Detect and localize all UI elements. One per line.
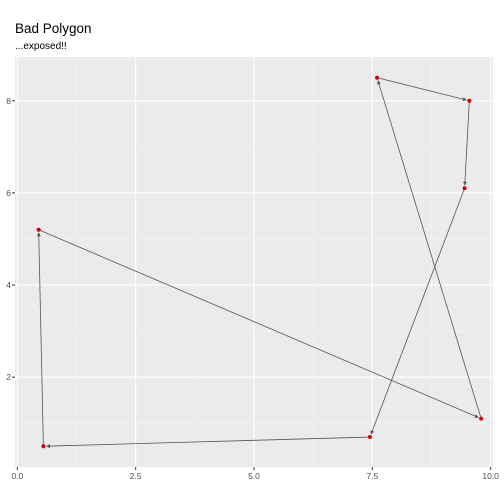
polygon-point	[375, 75, 380, 80]
grid-major	[15, 57, 493, 467]
polygon-point	[467, 98, 472, 103]
x-tick-label: 0.0	[11, 471, 23, 481]
chart-title: Bad Polygon	[15, 21, 92, 36]
y-tick-label: 2	[6, 372, 11, 382]
x-tick-label: 2.5	[130, 471, 142, 481]
polygon-segment	[45, 436, 370, 449]
polygon-point	[462, 186, 467, 191]
chart-subtitle: ...exposed!!	[15, 41, 67, 52]
polygon-point	[36, 227, 41, 232]
polygon-segments	[36, 77, 482, 449]
x-tick-label: 10.0	[482, 471, 499, 481]
polygon-points	[36, 75, 484, 449]
y-axis: 2 4 6 8	[6, 96, 15, 382]
x-axis: 0.0 2.5 5.0 7.5 10.0	[11, 467, 499, 481]
polygon-segment	[370, 188, 465, 435]
polygon-point	[367, 435, 372, 440]
x-tick-label: 7.5	[366, 471, 378, 481]
x-tick-label: 5.0	[248, 471, 260, 481]
polygon-point	[41, 444, 46, 449]
polygon-point	[479, 416, 484, 421]
polygon-segment	[376, 77, 467, 102]
polygon-segment	[462, 100, 470, 186]
y-tick-label: 4	[6, 280, 11, 290]
y-tick-label: 8	[6, 96, 11, 106]
polygon-segment	[38, 229, 479, 418]
polygon-segment	[36, 232, 44, 447]
polygon-segment	[377, 80, 482, 419]
y-tick-label: 6	[6, 188, 11, 198]
